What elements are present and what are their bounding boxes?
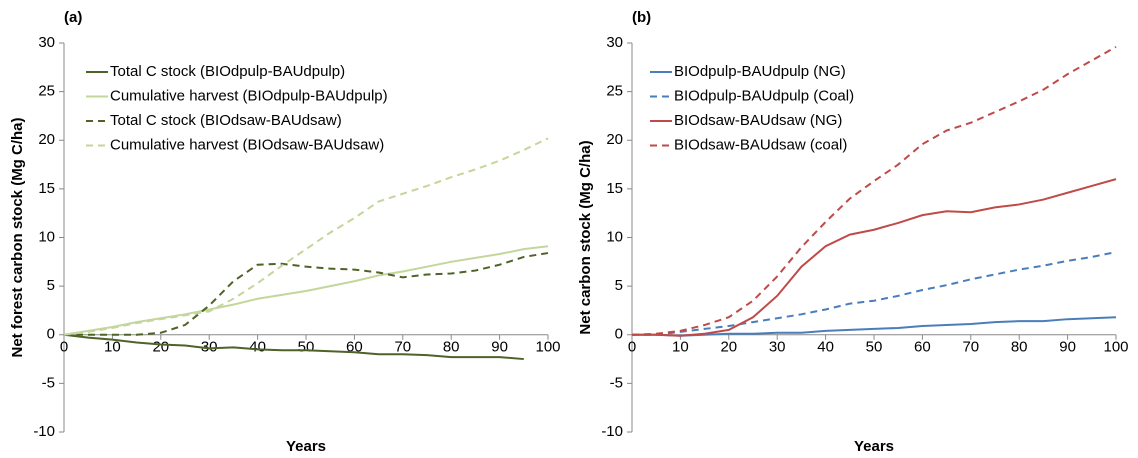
series-line <box>63 245 549 336</box>
y-axis-label: Net carbon stock (Mg C/ha) <box>577 140 594 334</box>
series-line <box>63 333 524 361</box>
x-tick-label: 20 <box>152 339 169 356</box>
y-tick-label: 25 <box>38 83 55 100</box>
y-tick-label: 20 <box>38 131 55 148</box>
x-axis-label: Years <box>286 438 326 455</box>
y-tick-label: 0 <box>47 326 55 343</box>
x-tick-label: 90 <box>491 339 508 356</box>
y-tick-label: -10 <box>601 423 623 440</box>
x-tick-label: 30 <box>769 339 786 356</box>
x-tick-label: 20 <box>720 339 737 356</box>
y-tick-label: 30 <box>606 34 623 51</box>
x-tick-label: 50 <box>866 339 883 356</box>
x-tick-label: 100 <box>535 339 560 356</box>
series-line <box>632 316 1117 337</box>
panel-label: (a) <box>64 9 82 26</box>
series-line <box>632 251 1117 336</box>
x-tick-label: 10 <box>672 339 689 356</box>
x-tick-label: 40 <box>249 339 266 356</box>
y-tick-label: 15 <box>38 180 55 197</box>
legend-label: BIOdpulp-BAUdpulp (Coal) <box>674 87 854 104</box>
x-tick-label: 60 <box>914 339 931 356</box>
x-tick-label: 70 <box>394 339 411 356</box>
legend-label: Cumulative harvest (BIOdsaw-BAUdsaw) <box>110 136 384 153</box>
y-tick-label: -5 <box>610 374 623 391</box>
y-tick-label: 5 <box>615 277 623 294</box>
legend-label: Total C stock (BIOdpulp-BAUdpulp) <box>110 63 345 80</box>
y-tick-label: 25 <box>606 83 623 100</box>
series-line <box>63 137 549 336</box>
y-axis-label: Net forest carbon stock (Mg C/ha) <box>9 117 26 357</box>
y-tick-label: 10 <box>38 228 55 245</box>
x-tick-label: 100 <box>1103 339 1128 356</box>
legend-label: BIOdsaw-BAUdsaw (coal) <box>674 136 847 153</box>
legend-label: BIOdsaw-BAUdsaw (NG) <box>674 112 842 129</box>
x-tick-label: 80 <box>443 339 460 356</box>
y-tick-label: 5 <box>47 277 55 294</box>
x-tick-label: 40 <box>817 339 834 356</box>
y-tick-label: 30 <box>38 34 55 51</box>
x-tick-label: 10 <box>104 339 121 356</box>
x-tick-label: 70 <box>962 339 979 356</box>
series-line <box>64 252 549 336</box>
x-tick-label: 50 <box>298 339 315 356</box>
y-tick-label: 15 <box>606 180 623 197</box>
x-tick-label: 0 <box>60 339 68 356</box>
x-tick-label: 80 <box>1011 339 1028 356</box>
y-tick-label: -5 <box>42 374 55 391</box>
y-tick-label: 20 <box>606 131 623 148</box>
y-tick-label: 0 <box>615 326 623 343</box>
y-tick-label: 10 <box>606 228 623 245</box>
legend-label: BIOdpulp-BAUdpulp (NG) <box>674 63 846 80</box>
panel-label: (b) <box>632 9 651 26</box>
y-tick-label: -10 <box>33 423 55 440</box>
series-line <box>631 46 1117 336</box>
legend-label: Cumulative harvest (BIOdpulp-BAUdpulp) <box>110 87 388 104</box>
x-tick-label: 30 <box>201 339 218 356</box>
series-line <box>632 178 1117 337</box>
legend-label: Total C stock (BIOdsaw-BAUdsaw) <box>110 112 342 129</box>
x-axis-label: Years <box>854 438 894 455</box>
x-tick-label: 0 <box>628 339 636 356</box>
x-tick-label: 90 <box>1059 339 1076 356</box>
